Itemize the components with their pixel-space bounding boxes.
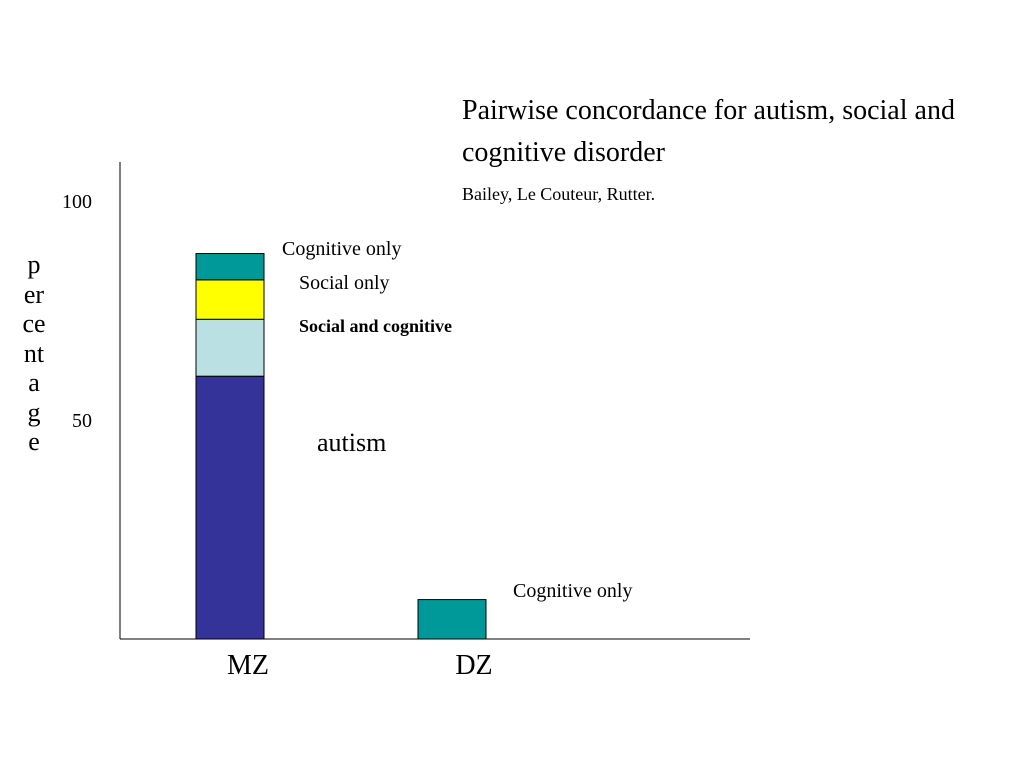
- x-tick-label-dz: DZ: [455, 650, 492, 681]
- annotation-cognitive-only-4: Cognitive only: [513, 580, 632, 602]
- chart-title: Pairwise concordance for autism, social …: [462, 95, 955, 168]
- x-tick-label-mz: MZ: [227, 650, 269, 681]
- bar-dz-cognitive-only: [417, 599, 487, 640]
- y-axis-label: percentage: [22, 250, 46, 456]
- y-tick-label-100: 100: [62, 191, 92, 213]
- chart-subtitle: Bailey, Le Couteur, Rutter.: [462, 184, 656, 204]
- annotation-social-only-1: Social only: [299, 272, 390, 294]
- annotation-autism-3: autism: [317, 428, 386, 457]
- annotation-social-and-cognitive-2: Social and cognitive: [299, 316, 452, 336]
- bar-mz-cognitive-only: [195, 253, 265, 281]
- bar-mz-social-only: [195, 279, 265, 320]
- y-tick-label-50: 50: [72, 410, 92, 432]
- bar-mz-social-and-cognitive: [195, 318, 265, 377]
- bar-mz-autism: [195, 375, 265, 640]
- annotation-cognitive-only-0: Cognitive only: [282, 238, 401, 260]
